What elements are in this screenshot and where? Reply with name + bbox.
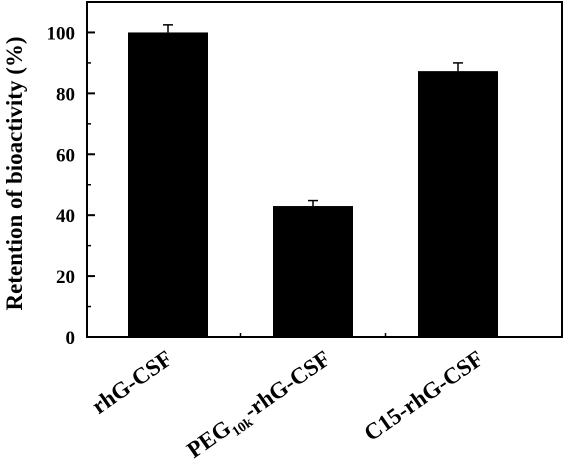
bar [273,206,353,337]
error-bars [163,24,463,207]
category-text-suffix: -rhG-CSF [239,346,335,424]
x-category-label: PEG10k-rhG-CSF [182,346,337,467]
y-ticks: 0 20 40 60 80 100 [47,1,95,349]
y-tick-label: 100 [47,23,76,44]
y-axis-title: Retention of bioactivity (%) [2,36,27,310]
y-tick-label: 20 [56,267,75,288]
bars [128,32,498,338]
bar [418,71,498,337]
x-category-label: rhG-CSF [87,346,177,419]
y-tick-label: 80 [56,84,75,105]
y-tick-label: 40 [56,206,75,227]
x-category-label: C15-rhG-CSF [359,346,487,446]
category-text: C15-rhG-CSF [359,346,487,446]
y-tick-label: 0 [66,328,76,349]
category-text-prefix: PEG [182,415,235,463]
bar [128,32,208,338]
y-tick-label: 60 [56,145,75,166]
category-text: rhG-CSF [87,346,177,419]
